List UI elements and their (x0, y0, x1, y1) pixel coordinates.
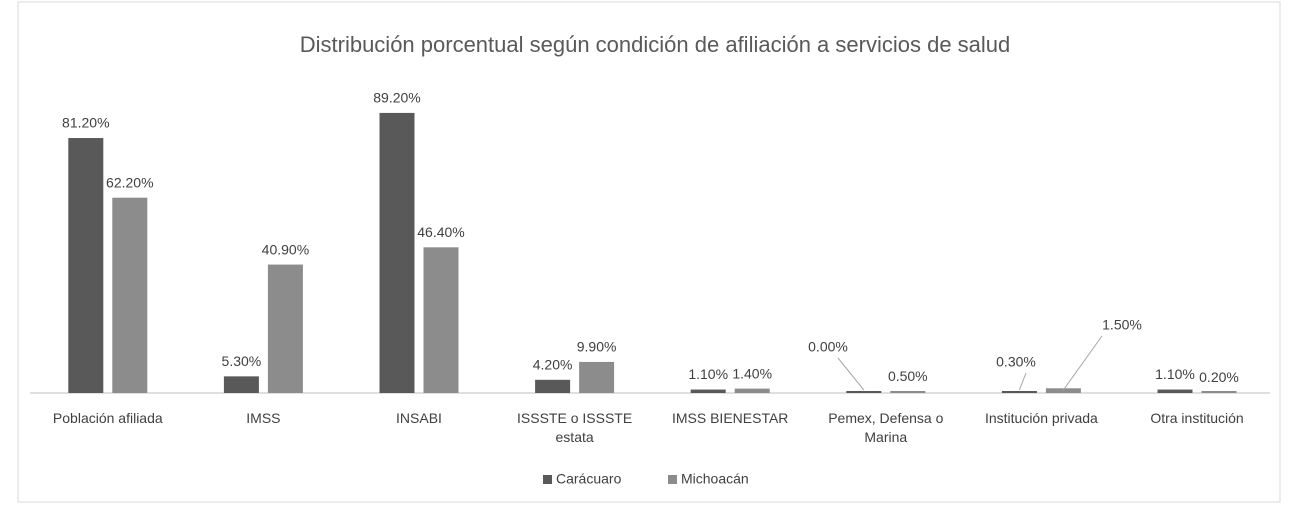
bar (112, 197, 148, 393)
bar (690, 389, 726, 393)
x-tick-label: Población afiliada (52, 410, 163, 426)
leader-line (1062, 335, 1103, 391)
bar (1001, 391, 1037, 393)
data-label: 46.40% (417, 224, 464, 240)
bar (423, 247, 459, 393)
data-label: 0.00% (808, 339, 848, 355)
legend-swatch (668, 475, 677, 484)
bar (379, 112, 415, 394)
data-label: 9.90% (577, 339, 617, 355)
x-tick-label: IMSS (246, 410, 281, 426)
data-label: 0.50% (888, 368, 928, 384)
x-tick-label: INSABI (396, 410, 442, 426)
bar (68, 138, 104, 393)
bar (223, 376, 259, 393)
leader-line (1018, 372, 1027, 391)
leader-line (837, 357, 865, 391)
bar (579, 361, 615, 393)
x-tick-label: Pemex, Defensa o Marina (828, 410, 944, 445)
x-tick-label: Institución privada (984, 410, 1098, 426)
data-label: 1.10% (688, 366, 728, 382)
bar (1157, 389, 1193, 393)
bar (846, 391, 882, 393)
bar (1045, 388, 1081, 393)
data-label: 5.30% (222, 353, 262, 369)
x-tick-label: ISSSTE o ISSSTE estata (517, 410, 633, 445)
data-label: 89.20% (373, 90, 420, 106)
chart-title: Distribución porcentual según condición … (300, 32, 1011, 57)
data-label: 81.20% (62, 115, 109, 131)
data-label: 4.20% (533, 357, 573, 373)
x-tick-label: Otra institución (1150, 410, 1244, 426)
data-label: 1.10% (1155, 366, 1195, 382)
legend-swatch (543, 475, 552, 484)
bar (890, 391, 926, 393)
bar (535, 379, 571, 393)
data-label: 1.40% (732, 365, 772, 381)
legend-label: Michoacán (681, 471, 749, 487)
data-label: 0.30% (996, 354, 1036, 370)
x-tick-label: IMSS BIENESTAR (671, 410, 789, 426)
data-label: 40.90% (262, 241, 309, 257)
bar (267, 264, 303, 393)
bar (1201, 391, 1237, 393)
legend-label: Carácuaro (556, 471, 622, 487)
data-label: 1.50% (1102, 317, 1142, 333)
chart-frame (17, 1, 1281, 503)
data-label: 62.20% (106, 174, 153, 190)
bar (734, 388, 770, 393)
data-label: 0.20% (1199, 369, 1239, 385)
